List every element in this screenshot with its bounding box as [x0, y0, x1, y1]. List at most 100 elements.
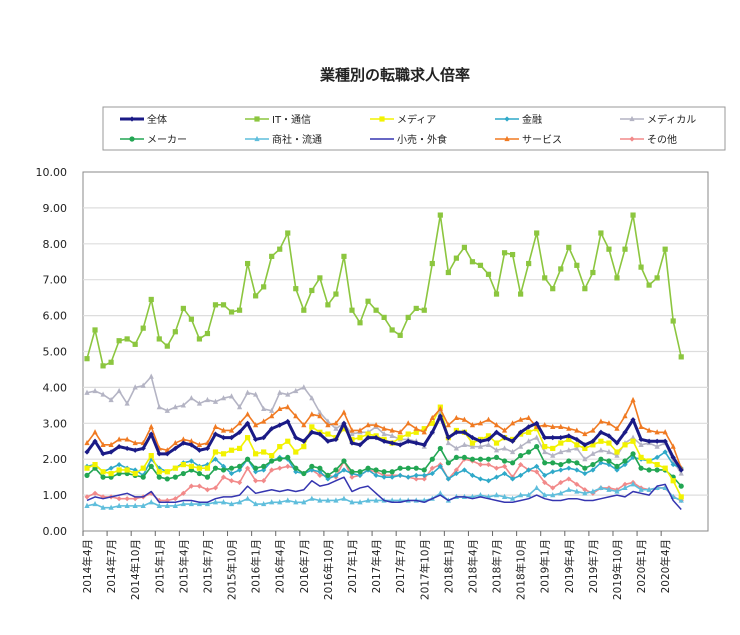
- data-point: [598, 429, 604, 435]
- x-tick-label: 2018年10月: [515, 539, 528, 600]
- data-point: [261, 405, 267, 412]
- data-point: [253, 451, 259, 457]
- series-8: [84, 396, 684, 471]
- data-point: [413, 440, 419, 446]
- data-point: [646, 282, 652, 288]
- data-point: [172, 465, 178, 471]
- data-point: [678, 483, 684, 489]
- data-point: [92, 438, 98, 444]
- data-point: [574, 481, 580, 487]
- data-point: [236, 420, 243, 426]
- data-point: [100, 451, 106, 457]
- data-point: [582, 487, 588, 493]
- data-point: [100, 474, 106, 480]
- data-point: [550, 469, 556, 475]
- data-point: [469, 259, 476, 265]
- data-point: [453, 470, 459, 477]
- data-point: [357, 499, 363, 505]
- data-point: [574, 460, 580, 466]
- data-point: [638, 441, 644, 447]
- series-group: [84, 212, 684, 510]
- data-point: [534, 484, 540, 491]
- legend-item: メーカー: [120, 134, 187, 146]
- data-point: [646, 486, 652, 492]
- data-point: [622, 458, 628, 464]
- data-point: [204, 461, 211, 468]
- y-tick-label: 7.00: [43, 274, 68, 287]
- data-point: [534, 434, 540, 440]
- data-point: [405, 465, 411, 471]
- data-point: [590, 461, 596, 468]
- data-point: [140, 382, 146, 388]
- data-point: [678, 467, 684, 473]
- data-point: [622, 484, 628, 491]
- y-tick-label: 9.00: [43, 202, 68, 215]
- data-point: [678, 470, 684, 476]
- data-point: [220, 451, 227, 457]
- data-point: [140, 465, 146, 471]
- data-point: [317, 497, 323, 503]
- data-point: [188, 316, 194, 322]
- data-point: [261, 418, 267, 424]
- data-point: [485, 416, 492, 422]
- data-point: [293, 435, 299, 441]
- data-point: [196, 400, 203, 406]
- data-point: [285, 497, 291, 503]
- data-point: [485, 271, 492, 277]
- data-point: [92, 327, 98, 333]
- data-point: [670, 318, 676, 324]
- data-point: [630, 396, 636, 403]
- data-point: [204, 445, 211, 452]
- data-point: [92, 429, 98, 435]
- data-point: [285, 391, 291, 397]
- data-point: [582, 470, 588, 477]
- data-point: [614, 467, 620, 473]
- data-point: [509, 495, 516, 501]
- data-point: [509, 448, 516, 455]
- data-point: [598, 484, 604, 491]
- data-point: [638, 465, 644, 471]
- data-point: [606, 458, 612, 464]
- data-point: [180, 305, 186, 312]
- data-point: [493, 474, 500, 480]
- data-point: [526, 449, 532, 455]
- data-point: [518, 472, 524, 478]
- data-point: [526, 424, 532, 430]
- data-point: [212, 431, 219, 437]
- data-point: [261, 463, 267, 469]
- data-point: [84, 494, 90, 500]
- data-point: [357, 435, 363, 441]
- data-point: [421, 476, 427, 482]
- data-point: [100, 504, 106, 510]
- data-point: [582, 465, 588, 471]
- data-point: [301, 470, 307, 477]
- data-point: [325, 421, 331, 428]
- data-point: [148, 373, 154, 379]
- data-point: [301, 444, 307, 450]
- data-point: [469, 421, 476, 428]
- data-point: [590, 269, 596, 276]
- data-point: [534, 230, 540, 236]
- series-1: [84, 212, 684, 369]
- data-point: [309, 495, 315, 501]
- data-point: [550, 492, 556, 498]
- data-point: [277, 465, 283, 471]
- data-point: [526, 467, 532, 473]
- data-point: [485, 461, 492, 468]
- data-point: [269, 458, 275, 464]
- data-point: [542, 275, 548, 281]
- data-point: [437, 445, 443, 452]
- data-point: [285, 418, 291, 425]
- data-point: [397, 442, 403, 448]
- data-point: [461, 441, 468, 447]
- data-point: [477, 443, 484, 449]
- data-point: [261, 500, 267, 507]
- data-point: [108, 359, 114, 365]
- data-point: [188, 463, 194, 469]
- data-point: [526, 414, 532, 421]
- legend-item: サービス: [495, 134, 562, 146]
- data-point: [261, 284, 267, 290]
- data-point: [670, 454, 676, 461]
- data-point: [245, 420, 251, 426]
